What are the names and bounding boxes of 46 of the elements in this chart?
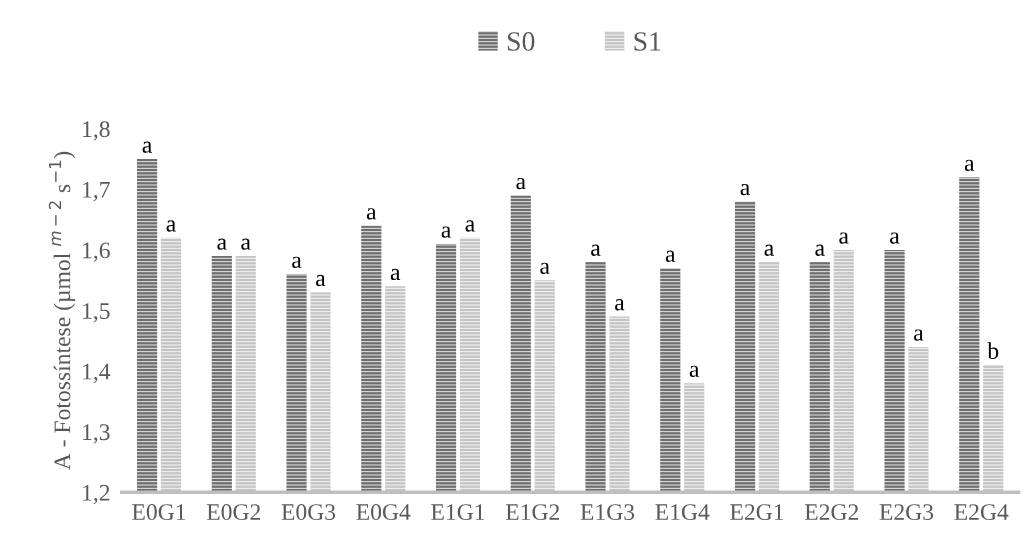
- data-label: a: [241, 238, 251, 250]
- data-label: a: [689, 365, 700, 378]
- data-label: a: [815, 244, 825, 256]
- x-tick-label: E1G3: [580, 504, 635, 521]
- data-label: a: [441, 226, 451, 238]
- y-tick-label: 1,4: [83, 363, 111, 383]
- x-tick-label: E1G1: [431, 504, 485, 521]
- data-label: a: [390, 268, 401, 281]
- data-label: a: [591, 244, 601, 256]
- legend-label: S0: [507, 32, 535, 51]
- data-label: a: [964, 159, 975, 172]
- data-label: a: [890, 232, 900, 244]
- x-tick-label: E2G2: [804, 504, 858, 521]
- x-tick-label: E1G4: [655, 504, 710, 521]
- y-tick-label: 1,6: [83, 242, 110, 262]
- data-label: a: [316, 274, 326, 287]
- data-label: b: [987, 342, 999, 359]
- x-tick-label: E2G3: [879, 504, 934, 521]
- y-tick-label: 1,3: [83, 424, 110, 444]
- y-tick-label: 1,8: [83, 121, 110, 141]
- y-axis-title: A - Fotossíntese (µmol $^{m−2}$ s$^{−1}$): [48, 151, 76, 471]
- x-tick-label: E0G4: [356, 504, 411, 521]
- y-tick-label: 1,2: [83, 484, 110, 505]
- data-label: a: [615, 299, 625, 311]
- x-tick-label: E0G2: [206, 504, 261, 521]
- legend-label: S1: [634, 32, 661, 51]
- data-label: a: [142, 141, 152, 153]
- x-tick-label: E2G1: [730, 504, 784, 521]
- data-label: a: [914, 329, 924, 341]
- data-label: a: [166, 220, 176, 232]
- data-label: a: [217, 238, 227, 250]
- data-label: a: [540, 262, 550, 275]
- y-tick-label: 1,5: [83, 303, 110, 323]
- data-label: a: [292, 256, 302, 268]
- data-label: a: [465, 220, 475, 232]
- x-tick-label: E0G3: [281, 504, 336, 521]
- data-label: a: [366, 208, 377, 220]
- data-label: a: [516, 177, 526, 190]
- data-label: a: [665, 250, 676, 262]
- y-tick-label: 1,7: [83, 181, 110, 202]
- data-label: a: [764, 244, 774, 256]
- x-tick-label: E2G4: [954, 504, 1009, 521]
- data-label: a: [740, 183, 750, 196]
- data-label: a: [839, 232, 849, 244]
- x-tick-label: E0G1: [132, 504, 186, 521]
- x-tick-label: E1G2: [505, 504, 560, 521]
